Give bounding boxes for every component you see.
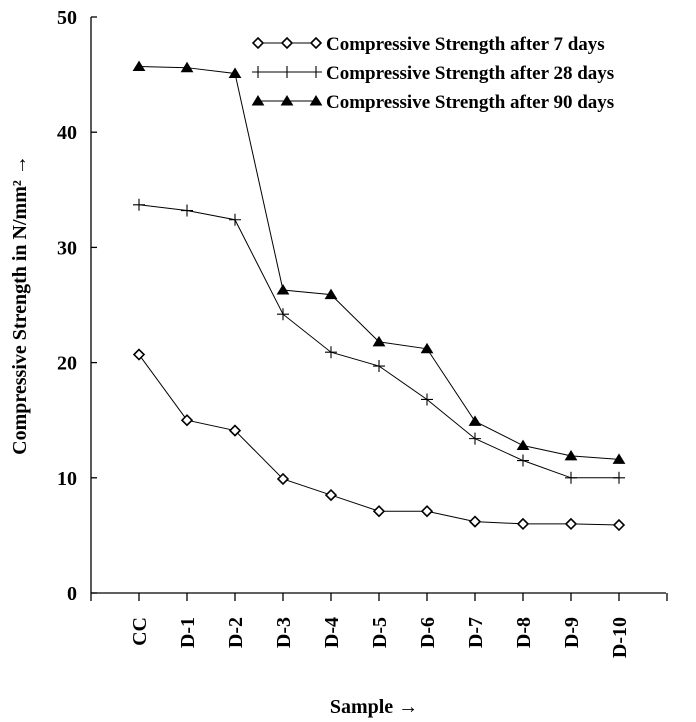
series-3-point xyxy=(468,415,482,426)
y-tick-label: 40 xyxy=(57,122,77,144)
x-tick-label: D-9 xyxy=(561,617,583,648)
y-tick-label: 0 xyxy=(67,583,77,605)
series-3-line xyxy=(138,66,620,460)
series-1-point xyxy=(420,505,434,518)
legend-label: Compressive Strength after 7 days xyxy=(326,34,605,55)
y-tick-label: 10 xyxy=(57,468,77,490)
series-3-point xyxy=(564,449,578,461)
legend-marker xyxy=(281,66,293,78)
series-3-point xyxy=(180,61,194,73)
series-3-point xyxy=(420,342,434,354)
series-1-point xyxy=(468,515,482,528)
legend-marker xyxy=(309,36,323,50)
series-1 xyxy=(132,348,626,532)
legend-entry-1: Compressive Strength after 7 days xyxy=(251,34,605,55)
legend-marker xyxy=(280,95,294,106)
series-3-point xyxy=(132,60,146,72)
x-tick-label: D-5 xyxy=(369,617,391,648)
series-2-point xyxy=(613,471,625,484)
x-tick-label: CC xyxy=(129,617,151,646)
series-2-point xyxy=(469,432,481,445)
legend-entry-3: Compressive Strength after 90 days xyxy=(251,92,614,113)
legend-marker xyxy=(251,36,265,50)
legend-entry-2: Compressive Strength after 28 days xyxy=(252,63,614,84)
legend-marker xyxy=(280,36,294,50)
series-1-line xyxy=(138,354,620,526)
series-1-point xyxy=(276,472,290,486)
series-3-point xyxy=(324,288,338,300)
series-3-point xyxy=(372,335,386,347)
series-1-point xyxy=(180,414,194,427)
legend-label: Compressive Strength after 90 days xyxy=(326,92,614,113)
series-2-point xyxy=(133,198,145,211)
legend-marker xyxy=(251,95,265,106)
series-1-point xyxy=(516,517,530,531)
x-tick-label: D-7 xyxy=(465,617,487,648)
x-tick-label: D-4 xyxy=(321,617,343,648)
x-axis-title: Sample → xyxy=(330,696,418,718)
x-tick-label: D-3 xyxy=(273,617,295,648)
series-2-point xyxy=(325,346,337,359)
x-tick-label: D-6 xyxy=(417,617,439,648)
series-2-point xyxy=(421,393,433,406)
series-2-point xyxy=(565,471,577,484)
series-3-point xyxy=(228,67,242,78)
legend-label: Compressive Strength after 28 days xyxy=(326,63,614,84)
legend: Compressive Strength after 7 days Compres… xyxy=(251,34,614,113)
x-tick-label: D-2 xyxy=(225,617,247,648)
x-tick-label: D-1 xyxy=(177,617,199,648)
series-1-point xyxy=(132,348,146,361)
series-3-point xyxy=(276,284,290,295)
series-3 xyxy=(132,60,626,464)
x-tick-label: D-10 xyxy=(609,617,631,658)
series-2-point xyxy=(181,204,193,217)
series-2-point xyxy=(277,308,289,321)
legend-marker xyxy=(252,66,264,78)
y-tick-label: 50 xyxy=(57,7,77,29)
series-3-point xyxy=(612,453,626,464)
series-2-point xyxy=(517,454,529,467)
legend-marker xyxy=(309,95,323,106)
x-tick-label: D-8 xyxy=(513,617,535,648)
series-1-point xyxy=(372,505,386,518)
legend-marker xyxy=(310,66,322,78)
series-2 xyxy=(133,198,625,484)
series-layer xyxy=(132,60,626,532)
series-1-point xyxy=(564,517,578,531)
y-tick-label: 20 xyxy=(57,353,77,375)
series-1-point xyxy=(324,488,338,502)
y-tick-label: 30 xyxy=(57,237,77,259)
series-3-point xyxy=(516,439,530,451)
series-1-point xyxy=(612,518,626,532)
y-axis-title: Compressive Strength in N/mm² → xyxy=(9,155,31,455)
series-1-point xyxy=(228,424,242,437)
series-2-point xyxy=(373,360,385,373)
axes: 0 10 20 30 40 50 CC D-1 D-2 D-3 D-4 D-5 D-6 D-7 D-8 D-9… xyxy=(57,7,668,658)
series-2-point xyxy=(229,213,241,226)
